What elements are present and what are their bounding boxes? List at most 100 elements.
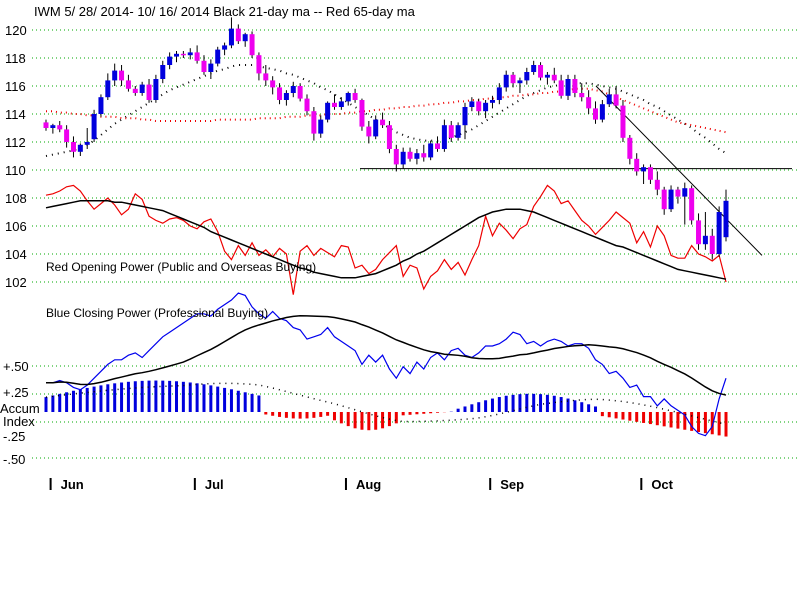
- candle-body: [613, 94, 619, 106]
- accum-bar: [126, 381, 130, 412]
- accum-bar: [175, 381, 179, 412]
- candle-body: [180, 53, 186, 56]
- accum-bar: [133, 381, 137, 412]
- candle-body: [338, 101, 344, 107]
- opening-power-label: Red Opening Power (Public and Overseas B…: [46, 260, 316, 274]
- month-label-sep: Sep: [500, 477, 524, 492]
- accum-bar: [319, 412, 323, 417]
- candle-body: [228, 28, 234, 46]
- accum-bar: [717, 412, 721, 436]
- accum-bar: [44, 397, 48, 412]
- accum-bar: [690, 412, 694, 431]
- candle-body: [675, 189, 681, 197]
- candle-body: [572, 79, 578, 93]
- candle-body: [592, 108, 598, 120]
- accum-bar: [477, 402, 481, 412]
- candle-body: [483, 102, 489, 112]
- accum-bar: [504, 395, 508, 412]
- candle-body: [132, 88, 138, 93]
- accum-bar: [223, 387, 227, 412]
- accum-index-bars: [44, 380, 728, 437]
- accum-tick-2: Accum: [0, 401, 40, 416]
- accum-bar: [511, 394, 515, 412]
- accum-bar: [394, 412, 398, 424]
- candle-body: [119, 70, 125, 81]
- candle-body: [345, 93, 351, 102]
- accum-tick-0: +.50: [3, 359, 29, 374]
- accum-bar: [470, 404, 474, 412]
- candle-body: [407, 151, 413, 159]
- opening-power-line: [45, 184, 727, 295]
- accum-bar: [566, 398, 570, 412]
- accum-bar: [484, 400, 488, 412]
- accum-bar: [99, 385, 103, 412]
- accum-bar: [710, 412, 714, 435]
- candle-body: [50, 125, 56, 128]
- candle-body: [201, 60, 207, 72]
- candle-body: [421, 153, 427, 158]
- accum-tick-1: +.25: [3, 385, 29, 400]
- candle-body: [366, 126, 372, 137]
- candle-body: [98, 97, 104, 114]
- price-tick-102: 102: [5, 275, 27, 290]
- accum-bar: [532, 393, 536, 412]
- candle-body: [373, 119, 379, 137]
- candle-body: [393, 149, 399, 165]
- accum-bar: [429, 412, 433, 414]
- price-tick-112: 112: [5, 135, 26, 150]
- month-label-jul: Jul: [205, 477, 224, 492]
- accum-bar: [312, 412, 316, 418]
- candle-body: [91, 114, 97, 140]
- candle-body: [139, 84, 145, 93]
- accum-bar: [216, 386, 220, 412]
- candle-body: [689, 188, 695, 221]
- candle-body: [256, 55, 262, 74]
- accum-bar: [278, 412, 282, 417]
- accum-tick-5: -.50: [3, 452, 25, 467]
- candle-body: [146, 84, 152, 100]
- candle-body: [620, 105, 626, 138]
- accum-bar: [621, 412, 625, 420]
- candle-body: [174, 53, 180, 57]
- candle-body: [414, 153, 420, 159]
- accum-bar: [147, 380, 151, 412]
- candle-body: [167, 56, 173, 65]
- accum-bar: [271, 412, 275, 416]
- candle-body: [208, 63, 214, 72]
- candle-body: [517, 80, 523, 84]
- candle-body: [455, 125, 461, 138]
- opening-power-ma-line: [45, 200, 727, 280]
- price-tick-118: 118: [5, 51, 26, 66]
- candle-body: [538, 65, 544, 78]
- accum-bar: [65, 392, 69, 412]
- candle-body: [84, 142, 90, 145]
- accum-bar: [607, 412, 611, 418]
- candle-body: [215, 49, 221, 64]
- candle-body: [112, 70, 118, 81]
- accum-bar: [120, 382, 124, 412]
- candle-body: [654, 179, 660, 190]
- candle-body: [510, 74, 516, 84]
- candle-body: [153, 79, 159, 100]
- candle-body: [194, 52, 200, 61]
- price-tick-104: 104: [5, 247, 27, 262]
- accum-bar: [497, 397, 501, 412]
- accum-bar: [635, 412, 639, 422]
- candle-body: [331, 102, 337, 107]
- accum-tick-4: -.25: [3, 429, 25, 444]
- candle-body: [70, 142, 76, 152]
- candle-body: [668, 189, 674, 210]
- price-tick-120: 120: [5, 23, 27, 38]
- accum-bar: [374, 412, 378, 430]
- price-candles: [43, 17, 729, 260]
- candle-body: [400, 151, 406, 165]
- accum-bar: [525, 393, 529, 412]
- candle-body: [222, 45, 228, 50]
- candle-body: [297, 86, 303, 99]
- candle-body: [318, 119, 324, 134]
- accum-bar: [154, 380, 158, 412]
- closing-power-ma-line: [46, 315, 727, 396]
- accum-bar: [360, 412, 364, 430]
- candle-body: [64, 129, 70, 142]
